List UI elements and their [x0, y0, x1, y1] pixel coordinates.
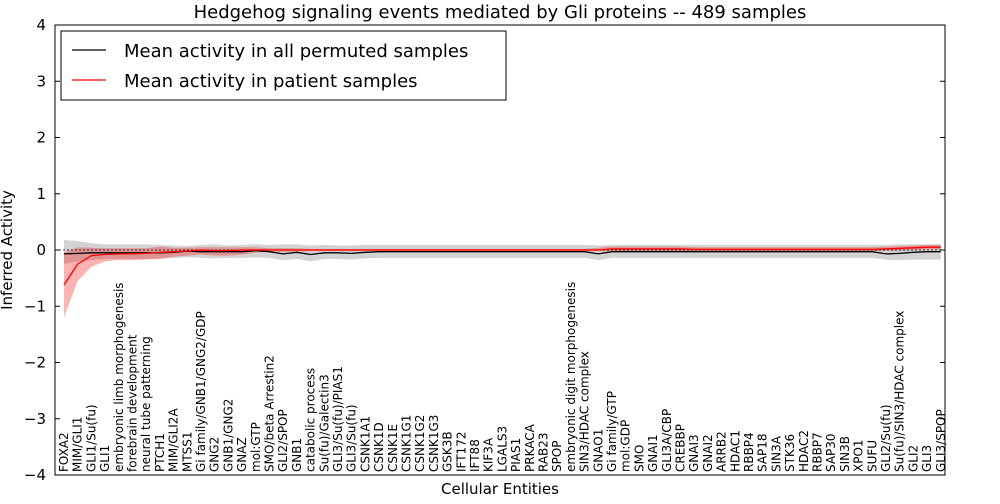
y-axis-label: Inferred Activity: [0, 190, 16, 310]
x-category-label: RBBP7: [811, 432, 825, 472]
x-category-label: GLI2: [906, 445, 920, 472]
x-category-label: CSNK1D: [372, 422, 386, 472]
legend-label-patient: Mean activity in patient samples: [124, 71, 418, 92]
x-category-label: GLI1/Su(fu): [84, 404, 98, 472]
y-tick-label: 3: [36, 72, 46, 90]
line-patient: [63, 246, 941, 286]
y-tick-label: −1: [24, 297, 46, 315]
x-category-label: GLI3/SPOP: [934, 409, 948, 472]
x-category-label: GSK3B: [441, 431, 455, 472]
x-category-label: CREBBP: [674, 424, 688, 472]
x-category-label: embryonic digit morphogenesis: [564, 282, 578, 472]
lines-layer: [63, 246, 941, 286]
x-category-label: ARRB2: [715, 431, 729, 472]
x-category-label: MTSS1: [180, 431, 194, 472]
x-category-label: mol:GTP: [249, 422, 263, 472]
x-category-label: Gi family/GNB1/GNG2/GDP: [194, 311, 208, 472]
x-category-label: SUFU: [865, 440, 879, 472]
x-category-label: CSNK1A1: [358, 416, 372, 472]
x-category-label: MIM/GLI2A: [167, 408, 181, 472]
x-category-label: GNAI1: [646, 434, 660, 472]
legend-box: [60, 30, 507, 101]
x-category-label: SMO/beta Arrestin2: [263, 355, 277, 472]
x-category-label: HDAC1: [728, 430, 742, 472]
x-axis-label: Cellular Entities: [441, 480, 559, 498]
x-category-label: XPO1: [852, 439, 866, 472]
x-category-label: GLI3A/CBP: [660, 409, 674, 472]
x-category-label: IFT88: [468, 439, 482, 472]
x-category-label: CSNK1E: [386, 424, 400, 472]
line-permuted: [63, 249, 941, 256]
x-category-label: GLI1: [98, 445, 112, 472]
x-category-label: embryonic limb morphogenesis: [112, 282, 126, 472]
x-category-label: STK36: [783, 434, 797, 472]
x-category-label: SMO: [632, 445, 646, 472]
legend-label-permuted: Mean activity in all permuted samples: [124, 41, 468, 62]
xlabels-layer: FOXA2 MIM/GLI1 GLI1/Su(fu) GLI1 embryonic li…: [57, 282, 948, 472]
y-tick-label: 2: [36, 129, 46, 147]
y-tick-label: 4: [36, 16, 46, 34]
x-category-label: SIN3/HDAC complex: [578, 351, 592, 472]
x-category-label: PRKACA: [523, 423, 537, 472]
x-category-label: CSNK1G3: [427, 415, 441, 472]
x-category-label: PTCH1: [153, 433, 167, 472]
y-tick-label: −4: [24, 466, 46, 484]
x-category-label: GNAI3: [687, 434, 701, 472]
x-category-label: GLI2/Su(fu): [879, 404, 893, 472]
x-category-label: SAP18: [756, 433, 770, 472]
y-tick-label: −3: [24, 410, 46, 428]
x-category-label: SPOP: [550, 440, 564, 472]
x-category-label: GLI3/Su(fu)/PIAS1: [331, 366, 345, 472]
x-category-label: CSNK1G1: [400, 415, 414, 472]
x-category-label: GLI3/Su(fu): [345, 404, 359, 472]
x-category-label: GNAZ: [235, 437, 249, 472]
x-category-label: CSNK1G2: [413, 415, 427, 472]
x-category-label: FOXA2: [57, 432, 71, 472]
x-category-label: HDAC2: [797, 430, 811, 472]
y-tick-label: −2: [24, 354, 46, 372]
chart-title: Hedgehog signaling events mediated by Gl…: [194, 2, 807, 23]
x-category-label: SIN3A: [769, 435, 783, 472]
x-category-label: GLI3: [920, 445, 934, 472]
x-category-label: RBBP4: [742, 432, 756, 472]
x-category-label: neural tube patterning: [139, 336, 153, 472]
x-category-label: mol:GDP: [619, 420, 633, 472]
x-category-label: Gi family/GTP: [605, 391, 619, 472]
x-category-label: IFT172: [454, 432, 468, 472]
x-category-label: LGALS3: [495, 426, 509, 472]
x-category-label: Su(fu)/Galectin3: [317, 374, 331, 472]
x-category-label: SIN3B: [838, 436, 852, 472]
x-category-label: GNB1/GNG2: [221, 399, 235, 472]
x-category-label: GNB1: [290, 438, 304, 472]
x-category-label: catabolic process: [304, 368, 318, 472]
y-tick-label: 1: [36, 185, 46, 203]
x-category-label: GNAO1: [591, 429, 605, 472]
x-category-label: RAB23: [537, 432, 551, 472]
x-category-label: forebrain development: [126, 334, 140, 472]
yticks-layer: 4 3 2 1 0 −1 −2 −3 −4: [24, 16, 945, 484]
legend: Mean activity in all permuted samples Me…: [60, 30, 507, 101]
x-category-label: KIF3A: [482, 437, 496, 472]
x-category-label: MIM/GLI1: [71, 417, 85, 472]
x-category-label: GLI2/SPOP: [276, 409, 290, 472]
y-tick-label: 0: [36, 241, 46, 259]
x-category-label: GNAI2: [701, 434, 715, 472]
x-category-label: GNG2: [208, 437, 222, 472]
x-category-label: PIAS1: [509, 438, 523, 472]
x-category-label: SAP30: [824, 433, 838, 472]
plot-frame: [54, 24, 946, 476]
x-category-label: Su(fu)/SIN3/HDAC complex: [893, 311, 907, 472]
